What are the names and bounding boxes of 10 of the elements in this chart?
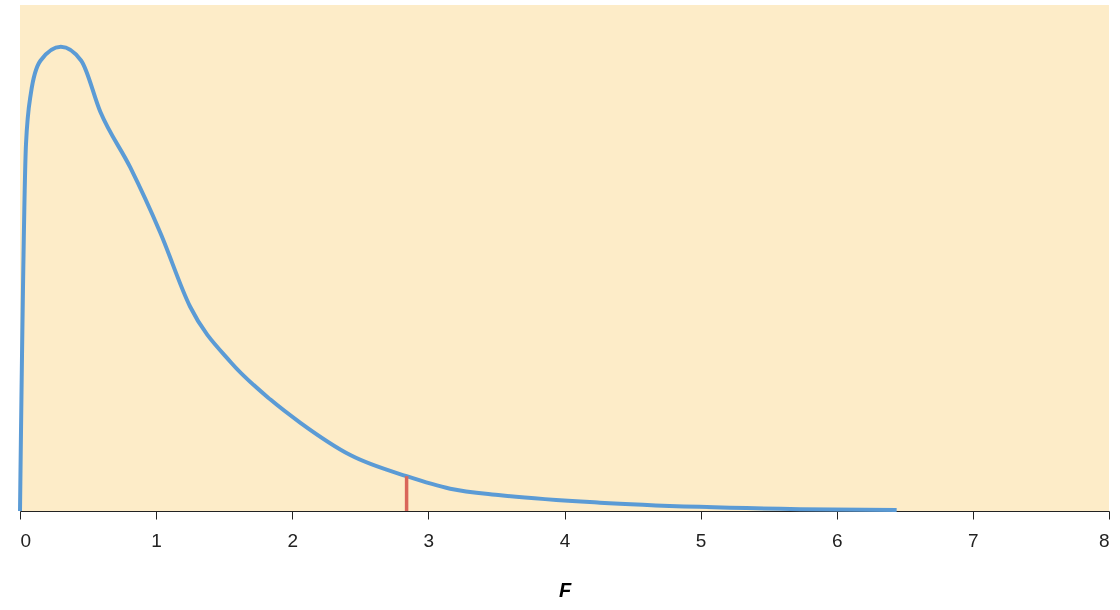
x-tick-label: 7 xyxy=(968,529,979,551)
x-tick-label: 8 xyxy=(1098,529,1110,551)
x-tick-label: 0 xyxy=(20,529,32,551)
x-tick-label: 1 xyxy=(151,529,162,551)
x-tick-label: 3 xyxy=(423,529,435,551)
x-tick-label: 4 xyxy=(559,529,571,551)
x-tick-label: 6 xyxy=(831,529,843,551)
x-tick-label: 5 xyxy=(695,529,707,551)
x-tick-label: 2 xyxy=(287,529,299,551)
x-axis-title: F xyxy=(558,578,572,601)
